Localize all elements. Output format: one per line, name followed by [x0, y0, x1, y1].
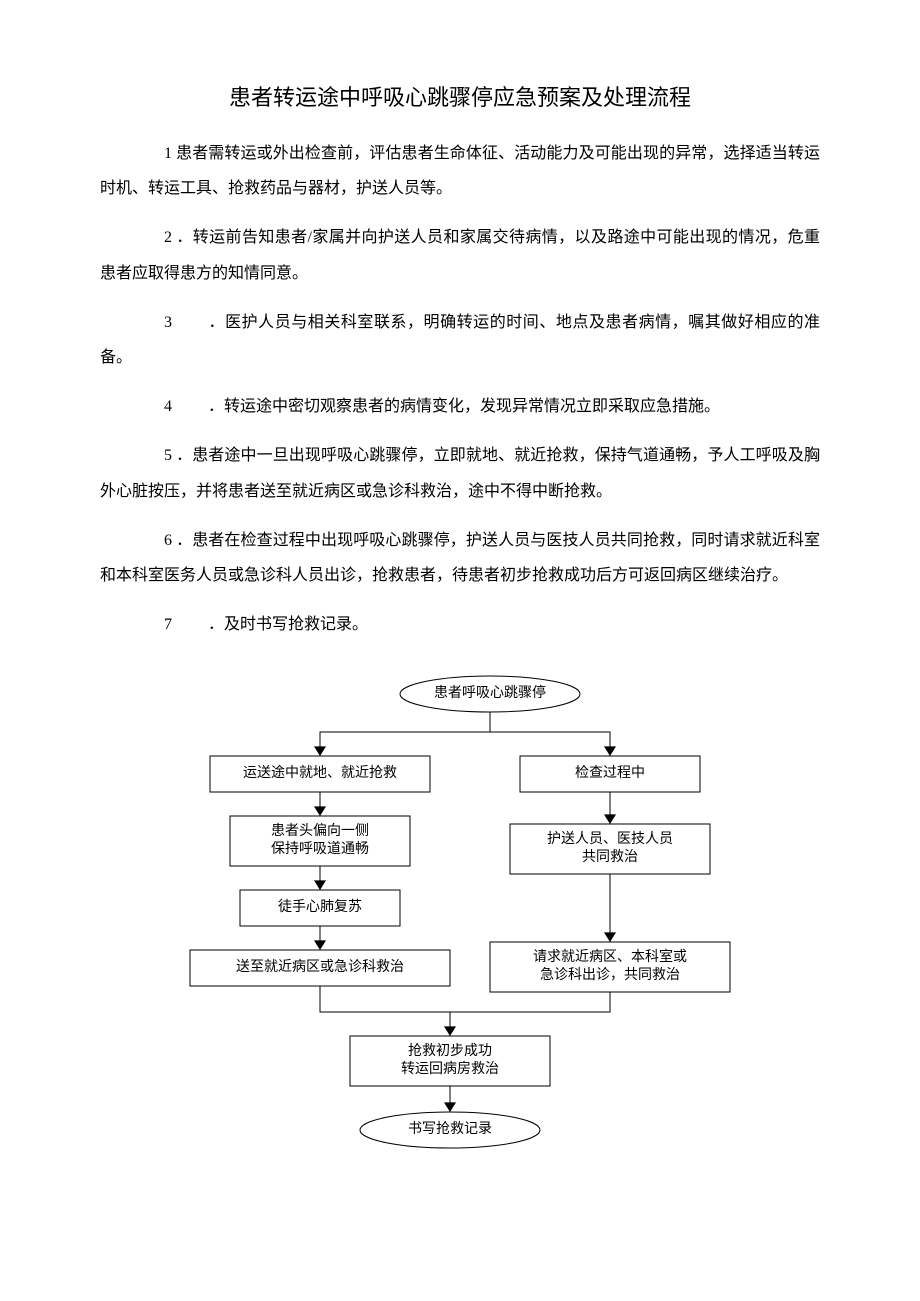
svg-text:共同救治: 共同救治 [582, 849, 638, 865]
svg-text:抢救初步成功: 抢救初步成功 [408, 1042, 492, 1059]
svg-text:书写抢救记录: 书写抢救记录 [408, 1120, 492, 1137]
document-title: 患者转运途中呼吸心跳骤停应急预案及处理流程 [100, 80, 820, 112]
flowchart-svg: 患者呼吸心跳骤停运送途中就地、就近抢救 检查过程中患者头偏向一侧保持呼吸道通畅 护送… [150, 656, 770, 1166]
paragraph-6: 6 ．患者在检查过程中出现呼吸心跳骤停，护送人员与医技人员共同抢救，同时请求就近… [100, 523, 820, 593]
document-page: 患者转运途中呼吸心跳骤停应急预案及处理流程 1 患者需转运或外出检查前，评估患者… [0, 0, 920, 1226]
para-num: 7 [132, 607, 172, 642]
paragraph-7: 7 ．及时书写抢救记录。 [100, 607, 820, 642]
flowchart-container: 患者呼吸心跳骤停运送途中就地、就近抢救 检查过程中患者头偏向一侧保持呼吸道通畅 护送… [100, 656, 820, 1166]
svg-text:保持呼吸道通畅: 保持呼吸道通畅 [271, 841, 369, 857]
para-text: ．患者途中一旦出现呼吸心跳骤停，立即就地、就近抢救，保持气道通畅，予人工呼吸及胸… [100, 447, 820, 499]
paragraph-4: 4 ．转运途中密切观察患者的病情变化，发现异常情况立即采取应急措施。 [100, 389, 820, 424]
para-text: ．患者在检查过程中出现呼吸心跳骤停，护送人员与医技人员共同抢救，同时请求就近科室… [100, 532, 820, 584]
para-num: 1 [132, 136, 172, 171]
para-text: ．转运前告知患者/家属并向护送人员和家属交待病情，以及路途中可能出现的情况，危重… [100, 229, 820, 281]
para-text: ．转运途中密切观察患者的病情变化，发现异常情况立即采取应急措施。 [204, 398, 720, 415]
para-text: ．及时书写抢救记录。 [204, 616, 368, 633]
svg-text:护送人员、医技人员: 护送人员、医技人员 [547, 831, 673, 847]
svg-text:患者头偏向一侧: 患者头偏向一侧 [271, 823, 369, 839]
paragraph-2: 2 ．转运前告知患者/家属并向护送人员和家属交待病情，以及路途中可能出现的情况，… [100, 220, 820, 290]
para-num: 3 [132, 305, 172, 340]
svg-text:请求就近病区、本科室或: 请求就近病区、本科室或 [533, 948, 687, 965]
svg-text:患者呼吸心跳骤停: 患者呼吸心跳骤停 [434, 684, 546, 701]
paragraph-5: 5 ．患者途中一旦出现呼吸心跳骤停，立即就地、就近抢救，保持气道通畅，予人工呼吸… [100, 438, 820, 508]
para-text: ．医护人员与相关科室联系，明确转运的时间、地点及患者病情，嘱其做好相应的准备。 [100, 314, 820, 366]
svg-text:转运回病房救治: 转运回病房救治 [401, 1061, 499, 1077]
para-num: 6 [132, 523, 172, 558]
para-num: 4 [132, 389, 172, 424]
svg-text:检查过程中: 检查过程中 [575, 765, 645, 781]
para-text: 患者需转运或外出检查前，评估患者生命体征、活动能力及可能出现的异常，选择适当转运… [100, 145, 820, 197]
paragraph-1: 1 患者需转运或外出检查前，评估患者生命体征、活动能力及可能出现的异常，选择适当… [100, 136, 820, 206]
para-num: 2 [132, 220, 172, 255]
svg-text:送至就近病区或急诊科救治: 送至就近病区或急诊科救治 [236, 959, 404, 975]
svg-text:急诊科出诊，共同救治: 急诊科出诊，共同救治 [540, 967, 680, 983]
para-num: 5 [132, 438, 172, 473]
svg-text:徒手心肺复苏: 徒手心肺复苏 [278, 898, 362, 915]
paragraph-3: 3 ．医护人员与相关科室联系，明确转运的时间、地点及患者病情，嘱其做好相应的准备… [100, 305, 820, 375]
svg-text:运送途中就地、就近抢救: 运送途中就地、就近抢救 [243, 764, 397, 781]
